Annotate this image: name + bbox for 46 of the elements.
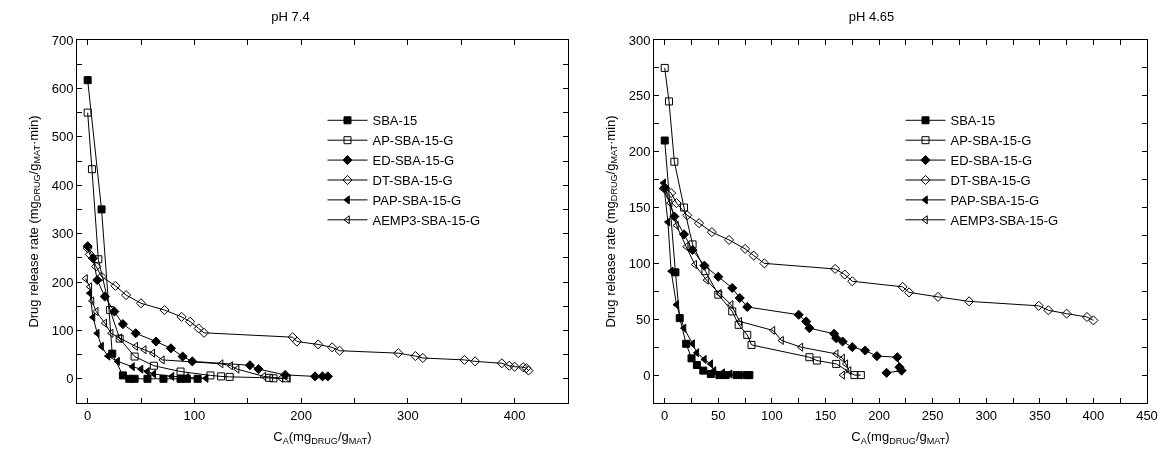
x-tick-label: 400 [503, 407, 526, 423]
y-tick-label: 100 [51, 322, 74, 338]
legend-label: DT-SBA-15-G [372, 173, 453, 189]
x-axis-title: C$_{A}$(mg$_{DRUG}$/g$_{MAT}$) [273, 429, 372, 446]
x-tick-label: 250 [921, 407, 944, 423]
y-tick-label: 50 [635, 311, 651, 327]
y-tick-label: 500 [51, 129, 74, 145]
x-tick-label: 150 [814, 407, 837, 423]
x-tick-label: 300 [975, 407, 998, 423]
legend-label: AP-SBA-15-G [372, 133, 454, 149]
x-tick-label: 100 [183, 407, 206, 423]
y-tick-label: 700 [51, 32, 74, 48]
legend-label: AEMP3-SBA-15-G [950, 212, 1059, 228]
x-tick-label: 0 [84, 407, 92, 423]
y-tick-label: 200 [51, 274, 74, 290]
x-axis-title: C$_{A}$(mg$_{DRUG}$/g$_{MAT}$) [851, 429, 950, 446]
legend-label: ED-SBA-15-G [372, 153, 455, 169]
legend-label: AEMP3-SBA-15-G [372, 212, 481, 228]
legend-label: SBA-15 [950, 113, 996, 129]
x-tick-label: 300 [397, 407, 419, 423]
y-tick-label: 0 [66, 371, 74, 387]
legend-label: ED-SBA-15-G [950, 153, 1033, 169]
y-tick-label: 150 [628, 200, 651, 216]
y-tick-label: 100 [628, 255, 651, 271]
legend-label: SBA-15 [372, 113, 418, 129]
legend-label: PAP-SBA-15-G [950, 192, 1040, 208]
x-tick-label: 200 [290, 407, 312, 423]
y-tick-label: 300 [51, 226, 74, 242]
y-tick-label: 200 [628, 144, 651, 160]
chart-title: pH 7.4 [271, 8, 310, 24]
legend-label: PAP-SBA-15-G [372, 192, 462, 208]
y-tick-label: 0 [643, 367, 651, 383]
x-tick-label: 50 [711, 407, 726, 423]
legend-label: AP-SBA-15-G [950, 133, 1032, 149]
chart-title: pH 4.65 [848, 8, 895, 24]
x-tick-label: 400 [1082, 407, 1105, 423]
x-tick-label: 350 [1028, 407, 1051, 423]
y-tick-label: 250 [628, 88, 651, 104]
y-tick-label: 600 [51, 80, 74, 96]
x-tick-label: 200 [868, 407, 890, 423]
x-tick-label: 100 [761, 407, 783, 423]
y-tick-label: 300 [628, 32, 651, 48]
legend-label: DT-SBA-15-G [950, 173, 1031, 189]
x-tick-label: 450 [1136, 407, 1158, 423]
x-tick-label: 0 [661, 407, 669, 423]
y-tick-label: 400 [51, 177, 74, 193]
